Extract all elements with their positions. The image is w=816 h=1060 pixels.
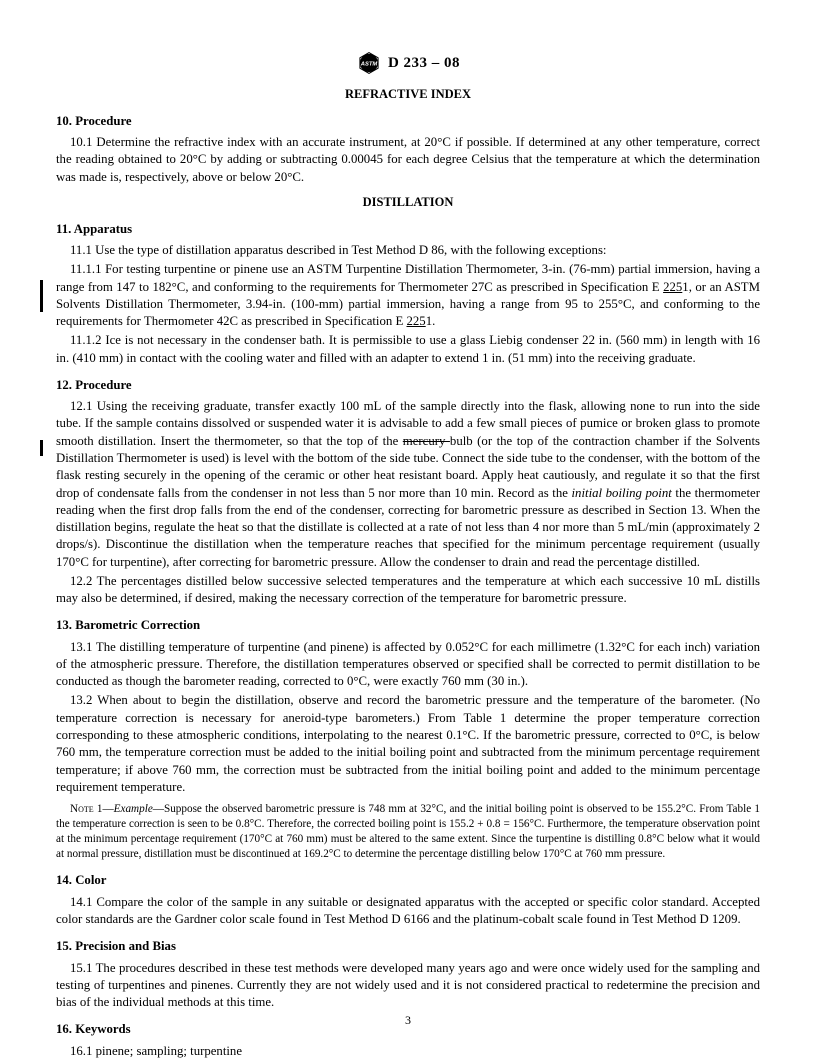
heading-10: 10. Procedure	[56, 113, 760, 130]
term-initial-boiling-point: initial boiling point	[572, 486, 672, 500]
astm-logo-icon: ASTM	[356, 50, 382, 76]
page-header: ASTM D 233 – 08	[56, 50, 760, 76]
para-15-1: 15.1 The procedures described in these t…	[56, 960, 760, 1012]
heading-11: 11. Apparatus	[56, 221, 760, 238]
para-11-1: 11.1 Use the type of distillation appara…	[56, 242, 760, 259]
para-11-1-2: 11.1.2 Ice is not necessary in the conde…	[56, 332, 760, 367]
spec-link-1[interactable]: 225	[663, 280, 682, 294]
heading-12: 12. Procedure	[56, 377, 760, 394]
change-bar-1	[40, 280, 43, 312]
spec-link-2[interactable]: 225	[407, 314, 426, 328]
note-example-label: Example	[114, 803, 153, 815]
document-id: D 233 – 08	[388, 53, 460, 73]
para-11-1-1: 11.1.1 For testing turpentine or pinene …	[56, 261, 760, 330]
section-title-refractive: REFRACTIVE INDEX	[56, 86, 760, 103]
svg-text:ASTM: ASTM	[360, 62, 378, 68]
heading-13: 13. Barometric Correction	[56, 617, 760, 634]
note-1: Note 1—Example—Suppose the observed baro…	[56, 802, 760, 862]
change-bar-2	[40, 440, 43, 456]
struck-text: mercury	[403, 434, 450, 448]
section-title-distillation: DISTILLATION	[56, 194, 760, 211]
note-label: Note 1—	[70, 803, 114, 815]
page-number: 3	[0, 1012, 816, 1028]
para-13-2: 13.2 When about to begin the distillatio…	[56, 692, 760, 796]
para-14-1: 14.1 Compare the color of the sample in …	[56, 894, 760, 929]
para-12-2: 12.2 The percentages distilled below suc…	[56, 573, 760, 608]
para-16-1: 16.1 pinene; sampling; turpentine	[56, 1043, 760, 1060]
para-10-1: 10.1 Determine the refractive index with…	[56, 134, 760, 186]
para-12-1: 12.1 Using the receiving graduate, trans…	[56, 398, 760, 571]
para-13-1: 13.1 The distilling temperature of turpe…	[56, 639, 760, 691]
heading-15: 15. Precision and Bias	[56, 938, 760, 955]
heading-14: 14. Color	[56, 872, 760, 889]
